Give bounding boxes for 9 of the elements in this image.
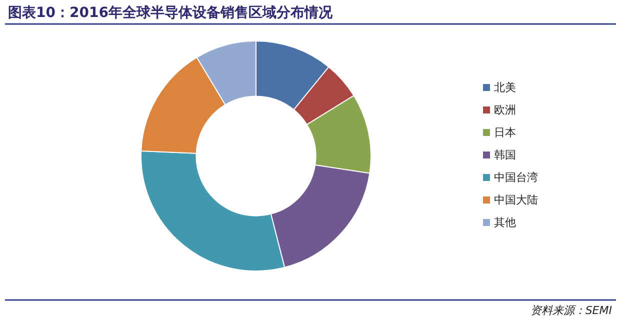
chart-title: 图表10：2016年全球半导体设备销售区域分布情况 [8, 5, 334, 21]
text: 资料来源：SEMI [530, 304, 612, 317]
legend-label: 其他 [494, 216, 516, 229]
legend-label: 日本 [494, 126, 516, 139]
legend-label: 中国大陆 [494, 194, 538, 206]
legend-label: 中国台湾 [494, 171, 538, 184]
legend-label: 欧洲 [494, 104, 516, 116]
legend-label: 韩国 [494, 148, 516, 162]
legend-label: 北美 [494, 81, 516, 94]
